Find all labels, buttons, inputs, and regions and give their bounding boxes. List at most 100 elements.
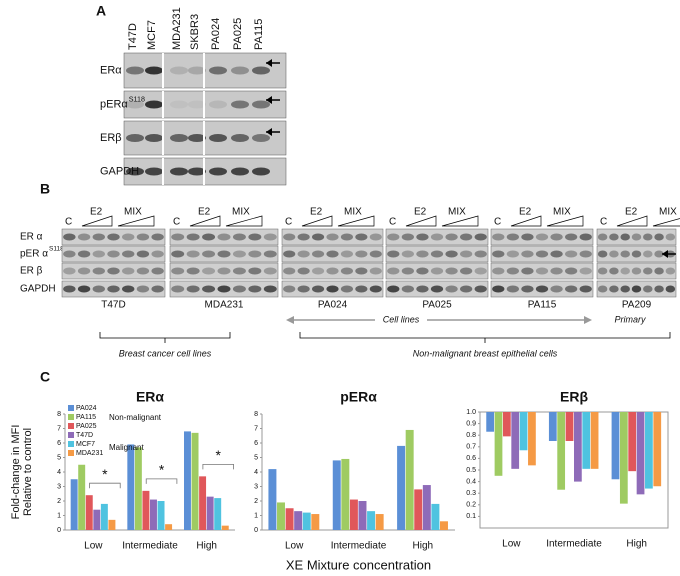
band <box>665 267 676 275</box>
band <box>171 250 185 258</box>
bar <box>548 412 557 441</box>
band <box>355 285 368 293</box>
y-tick-label: 2 <box>254 498 258 505</box>
gradient-triangle <box>225 215 263 227</box>
bar <box>184 431 191 530</box>
band <box>263 267 277 275</box>
treatment-label: MIX <box>659 207 677 218</box>
row-label: pERα <box>100 98 128 110</box>
band <box>401 250 414 258</box>
band <box>170 66 188 75</box>
y-tick-label: 0.2 <box>466 502 476 509</box>
band <box>136 267 150 275</box>
x-tick-label: Low <box>84 541 103 552</box>
band <box>186 233 200 241</box>
band <box>535 233 549 241</box>
y-tick-label: 6 <box>57 440 61 447</box>
band <box>609 267 619 275</box>
band <box>231 134 249 142</box>
blot <box>281 262 384 280</box>
band <box>145 167 163 176</box>
treatment-label: MIX <box>448 207 466 218</box>
y-tick-label: 7 <box>254 425 258 432</box>
bar <box>100 503 108 530</box>
band <box>460 250 473 258</box>
gradient-triangle <box>405 215 437 227</box>
bar <box>108 519 116 530</box>
legend-swatch <box>68 414 74 420</box>
lane-label: PA025 <box>232 18 244 50</box>
band <box>126 134 144 142</box>
legend-swatch <box>68 450 74 456</box>
band <box>186 250 200 258</box>
band <box>416 285 429 293</box>
y-tick-label: 8 <box>254 411 258 418</box>
band <box>654 285 664 293</box>
bar <box>332 460 341 530</box>
legend-label: PA025 <box>76 423 97 430</box>
gradient-triangle <box>510 215 542 227</box>
y-tick-label: 0.5 <box>466 467 476 474</box>
band <box>248 250 262 258</box>
band <box>579 233 592 241</box>
bar <box>590 412 599 469</box>
band <box>188 134 206 142</box>
band <box>107 233 120 241</box>
legend-label: MCF7 <box>76 441 95 448</box>
blot <box>596 262 677 280</box>
band <box>107 267 120 275</box>
legend-swatch <box>68 423 74 429</box>
band <box>297 267 310 275</box>
band <box>460 267 473 275</box>
bar <box>134 447 142 530</box>
band <box>340 285 353 293</box>
band <box>445 285 458 293</box>
row-label: ER α <box>20 232 43 243</box>
row-label-superscript: S118 <box>49 246 64 253</box>
band <box>136 285 150 293</box>
band <box>665 285 676 293</box>
y-tick-label: 1 <box>254 512 258 519</box>
annotation: Breast cancer cell lines <box>119 348 212 358</box>
y-tick-label: 7 <box>57 425 61 432</box>
bar <box>311 514 320 530</box>
band <box>231 167 249 176</box>
row-label: GAPDH <box>100 165 139 177</box>
significance-bracket <box>145 478 178 484</box>
band <box>171 285 185 293</box>
gradient-triangle <box>301 215 333 227</box>
band <box>107 250 120 258</box>
band <box>92 285 105 293</box>
annotation: Cell lines <box>383 314 420 324</box>
band <box>340 267 353 275</box>
band <box>609 250 619 258</box>
lane-label: PA024 <box>210 18 222 50</box>
bar <box>619 412 628 504</box>
arrow-head <box>584 316 592 324</box>
band <box>171 233 185 241</box>
bar <box>367 511 376 530</box>
x-tick-label: Low <box>502 539 521 550</box>
band <box>209 100 227 109</box>
band <box>136 250 150 258</box>
band <box>231 66 249 75</box>
band <box>145 100 163 109</box>
treatment-label: E2 <box>198 207 211 218</box>
blot <box>385 262 489 280</box>
band <box>387 267 400 275</box>
legend-swatch <box>68 405 74 411</box>
band <box>151 267 164 275</box>
band <box>643 233 653 241</box>
band <box>63 267 76 275</box>
panel-label: B <box>40 181 50 197</box>
band <box>474 285 487 293</box>
band <box>506 267 519 275</box>
band <box>535 285 549 293</box>
band <box>620 233 630 241</box>
band <box>401 267 414 275</box>
row-label: ERβ <box>100 132 122 144</box>
x-tick-label: Intermediate <box>546 539 602 550</box>
cell-line-label: PA024 <box>318 300 348 311</box>
legend-label: PA115 <box>76 414 96 421</box>
